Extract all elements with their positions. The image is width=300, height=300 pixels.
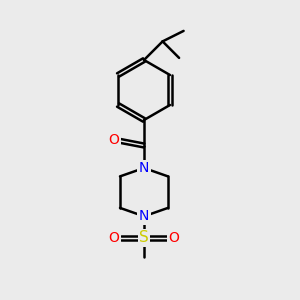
Text: N: N	[139, 209, 149, 223]
Text: O: O	[109, 134, 119, 147]
Text: O: O	[109, 231, 119, 245]
Text: S: S	[139, 230, 149, 245]
Text: O: O	[169, 231, 179, 245]
Text: N: N	[139, 161, 149, 175]
